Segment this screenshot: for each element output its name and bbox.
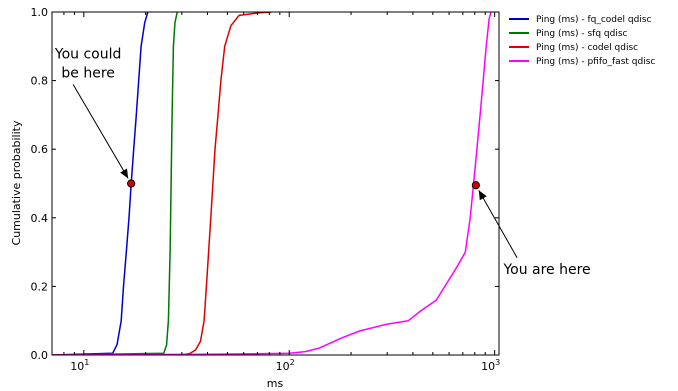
annotation-layer: You could be here You are here [54, 46, 591, 277]
x-axis-label: ms [267, 377, 284, 390]
annotation-marker [471, 181, 480, 190]
annotation-arrowhead [478, 190, 487, 201]
y-tick-label: 0.6 [31, 143, 49, 156]
x-tick-base: 10 [70, 360, 84, 373]
annotation-marker [127, 179, 136, 188]
x-tick-label: 101 [70, 358, 89, 373]
x-tick-exponent: 3 [495, 358, 500, 367]
legend-label-2: Ping (ms) - codel qdisc [536, 43, 638, 53]
y-tick-label: 0.2 [31, 280, 49, 293]
legend-label-1: Ping (ms) - sfq qdisc [536, 29, 628, 39]
series-line-2 [52, 12, 272, 355]
plot-frame [51, 11, 500, 356]
series-line-0 [52, 12, 149, 355]
series-layer [52, 12, 492, 355]
annotation-arrowhead [120, 168, 129, 179]
annotation-arrow [478, 190, 518, 258]
legend: Ping (ms) - fq_codel qdisc Ping (ms) - sf… [509, 15, 655, 67]
series-line-3 [52, 12, 492, 355]
annotation-text-line: be here [61, 65, 115, 81]
annotation-text-line: You could [54, 46, 122, 62]
x-tick-base: 10 [276, 360, 290, 373]
annotation-arrow [72, 84, 129, 179]
x-tick-label: 103 [481, 358, 500, 373]
y-tick-label: 0.8 [31, 75, 49, 88]
y-tick-label: 0.4 [31, 212, 49, 225]
x-tick-label: 102 [276, 358, 295, 373]
legend-label-3: Ping (ms) - pfifo_fast qdisc [536, 57, 655, 67]
y-tick-label: 1.0 [31, 6, 49, 19]
y-axis-label: Cumulative probability [10, 120, 23, 245]
x-tick-base: 10 [481, 360, 495, 373]
legend-label-0: Ping (ms) - fq_codel qdisc [536, 15, 652, 25]
series-line-1 [52, 12, 179, 355]
annotation-text-line: You are here [502, 262, 590, 278]
x-tick-exponent: 2 [290, 358, 295, 367]
y-tick-label: 0.0 [31, 349, 49, 362]
x-tick-exponent: 1 [84, 358, 89, 367]
